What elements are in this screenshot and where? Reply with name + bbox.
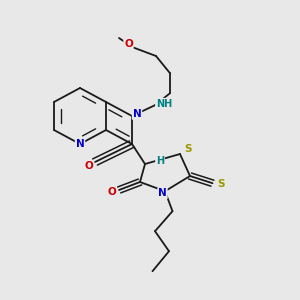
Text: O: O bbox=[108, 187, 116, 197]
Text: N: N bbox=[133, 109, 141, 119]
Text: NH: NH bbox=[156, 99, 172, 109]
Text: N: N bbox=[76, 139, 84, 149]
Text: O: O bbox=[124, 39, 133, 49]
Text: N: N bbox=[158, 188, 167, 198]
Text: S: S bbox=[217, 179, 224, 189]
Text: O: O bbox=[85, 161, 93, 171]
Text: H: H bbox=[156, 156, 164, 166]
Text: S: S bbox=[184, 144, 192, 154]
